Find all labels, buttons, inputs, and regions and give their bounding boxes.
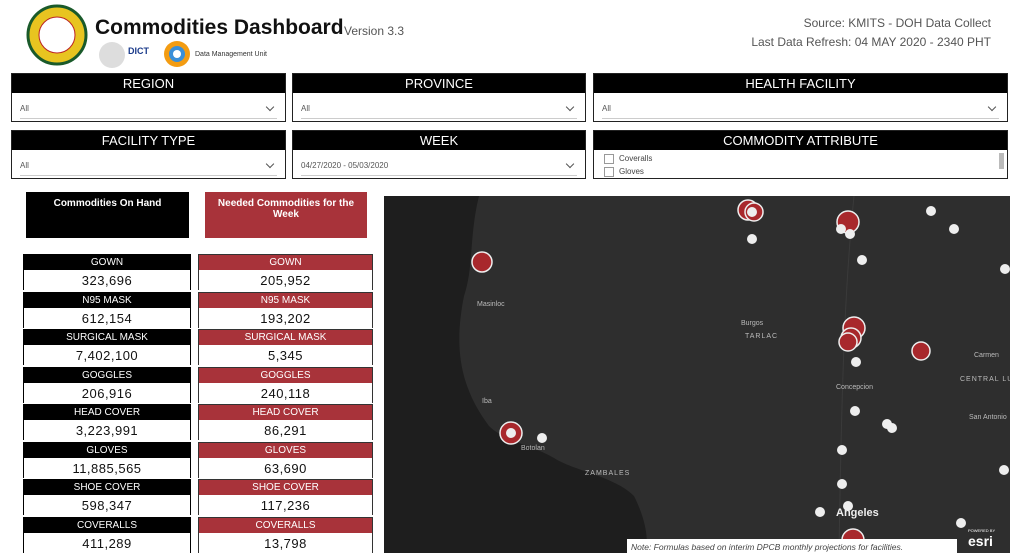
commodity-name: N95 MASK <box>199 292 372 308</box>
commodity-name: GLOVES <box>199 442 372 458</box>
on-hand-button[interactable]: Commodities On Hand <box>26 192 189 238</box>
filter-label: REGION <box>12 74 285 93</box>
map-label: TARLAC <box>745 333 778 340</box>
commodity-name: GLOVES <box>24 442 190 458</box>
commodity-value: 240,118 <box>199 382 372 404</box>
filter: COMMODITY ATTRIBUTE Coveralls Gloves <box>593 130 1008 179</box>
version: Version 3.3 <box>344 24 405 38</box>
needed-button[interactable]: Needed Commodities for the Week <box>205 192 367 238</box>
filter: HEALTH FACILITY All <box>593 73 1008 122</box>
map-label: Concepcion <box>836 384 873 391</box>
checkbox <box>604 153 614 164</box>
map-label: Masinloc <box>477 301 505 308</box>
checkbox-option[interactable]: Gloves <box>604 166 644 177</box>
commodity-value: 411,289 <box>24 532 190 554</box>
commodity-value: 193,202 <box>199 307 372 329</box>
dropdown[interactable]: All <box>20 157 277 176</box>
commodity-card: GOWN 323,696 <box>23 254 191 291</box>
map-label: Iba <box>482 398 492 405</box>
commodity-card: HEAD COVER 86,291 <box>198 404 373 441</box>
filter: REGION All <box>11 73 286 122</box>
commodity-name: N95 MASK <box>24 292 190 308</box>
svg-text:DICT: DICT <box>128 46 149 56</box>
commodity-name: HEAD COVER <box>199 405 372 420</box>
filter: FACILITY TYPE All <box>11 130 286 179</box>
esri-logo: esri <box>968 533 993 549</box>
commodity-card: COVERALLS 411,289 <box>23 516 191 554</box>
option-label: Coveralls <box>619 154 653 163</box>
commodity-name: GOGGLES <box>199 367 372 383</box>
map-label: ZAMBALES <box>585 470 630 477</box>
commodity-name: GOWN <box>24 255 190 270</box>
commodity-value: 117,236 <box>199 495 372 516</box>
map-label: San Antonio <box>969 414 1007 421</box>
commodity-name: GOWN <box>199 255 372 270</box>
map-label: Carmen <box>974 352 999 359</box>
commodity-card: COVERALLS 13,798 <box>198 516 373 554</box>
commodity-value: 86,291 <box>199 420 372 441</box>
commodity-card: SURGICAL MASK 5,345 <box>198 329 373 366</box>
commodity-card: N95 MASK 612,154 <box>23 291 191 329</box>
commodity-card: GOGGLES 206,916 <box>23 366 191 404</box>
commodity-value: 63,690 <box>199 457 372 479</box>
source: Source: KMITS - DOH Data Collect <box>803 16 991 30</box>
filter: PROVINCE All <box>292 73 586 122</box>
filter-label: HEALTH FACILITY <box>594 74 1007 93</box>
dropdown[interactable]: All <box>20 100 277 119</box>
dropdown[interactable]: All <box>602 100 999 119</box>
commodity-card: N95 MASK 193,202 <box>198 291 373 329</box>
map-label: Botolan <box>521 445 545 452</box>
commodity-name: GOGGLES <box>24 367 190 383</box>
commodity-value: 598,347 <box>24 495 190 516</box>
commodity-name: SURGICAL MASK <box>24 330 190 345</box>
checkbox-option[interactable]: Coveralls <box>604 153 652 164</box>
commodity-value: 206,916 <box>24 382 190 404</box>
powered-by: POWERED BY <box>968 528 996 533</box>
commodity-value: 323,696 <box>24 270 190 291</box>
dmu-logo <box>164 41 190 67</box>
refresh: Last Data Refresh: 04 MAY 2020 - 2340 PH… <box>751 35 991 49</box>
filter-label: WEEK <box>293 131 585 150</box>
filter: WEEK 04/27/2020 - 05/03/2020 <box>292 130 586 179</box>
commodity-card: GLOVES 63,690 <box>198 441 373 479</box>
commodity-value: 3,223,991 <box>24 420 190 441</box>
scrollbar <box>999 153 1004 169</box>
commodity-card: SHOE COVER 117,236 <box>198 479 373 516</box>
map-label: Burgos <box>741 320 764 327</box>
commodity-card: SHOE COVER 598,347 <box>23 479 191 516</box>
map: Masinloc Burgos TARLAC Concepcion Iba Botolan… <box>384 196 1010 553</box>
unit: Data Management Unit <box>195 51 267 58</box>
commodity-card: GLOVES 11,885,565 <box>23 441 191 479</box>
checkbox <box>604 166 614 177</box>
commodity-value: 11,885,565 <box>24 457 190 479</box>
option-label: Gloves <box>619 167 644 176</box>
commodity-value: 13,798 <box>199 532 372 554</box>
commodity-value: 612,154 <box>24 307 190 329</box>
commodity-name: HEAD COVER <box>24 405 190 420</box>
filter-label: PROVINCE <box>293 74 585 93</box>
commodity-value: 7,402,100 <box>24 345 190 366</box>
commodity-name: SURGICAL MASK <box>199 330 372 345</box>
filter-label: FACILITY TYPE <box>12 131 285 150</box>
map-note: Note: Formulas based on interim DPCB mon… <box>627 539 957 555</box>
commodity-card: SURGICAL MASK 7,402,100 <box>23 329 191 366</box>
commodity-card: HEAD COVER 3,223,991 <box>23 404 191 441</box>
commodity-card: GOGGLES 240,118 <box>198 366 373 404</box>
commodity-name: COVERALLS <box>24 517 190 533</box>
commodity-value: 5,345 <box>199 345 372 366</box>
commodity-name: SHOE COVER <box>24 480 190 495</box>
filter-label: COMMODITY ATTRIBUTE <box>594 131 1007 150</box>
map-label: Angeles <box>836 507 879 519</box>
logos: DICT <box>26 4 166 68</box>
map-label: CENTRAL LUZON <box>960 376 1010 383</box>
commodity-name: SHOE COVER <box>199 480 372 495</box>
commodity-value: 205,952 <box>199 270 372 291</box>
commodity-name: COVERALLS <box>199 517 372 533</box>
dropdown[interactable]: 04/27/2020 - 05/03/2020 <box>301 157 577 176</box>
commodity-card: GOWN 205,952 <box>198 254 373 291</box>
dropdown[interactable]: All <box>301 100 577 119</box>
title: Commodities Dashboard <box>95 16 344 39</box>
